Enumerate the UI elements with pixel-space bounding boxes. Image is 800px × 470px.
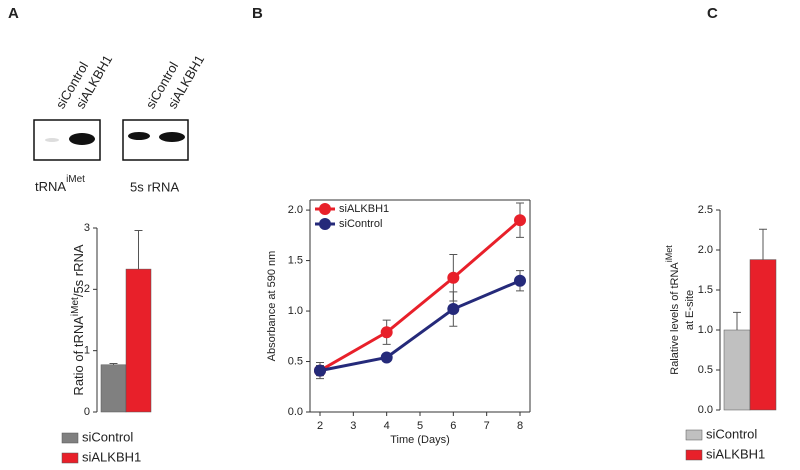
x-axis-label: Time (Days) xyxy=(390,434,449,446)
legend-swatch xyxy=(685,429,703,441)
error-bar xyxy=(134,229,143,270)
y-tick-label: 1.0 xyxy=(288,305,303,317)
y-tick-label: 1.5 xyxy=(288,254,303,266)
error-bar xyxy=(759,228,767,260)
legend-label: siControl xyxy=(706,426,757,441)
y-label-text: Ratio of tRNA xyxy=(71,316,86,396)
y-label-text: Ralative levels of tRNA xyxy=(669,262,681,375)
y-label-sup: iMet xyxy=(70,297,81,316)
legend-label: siControl xyxy=(82,429,133,444)
point xyxy=(380,326,393,339)
y-tick-label: 0.0 xyxy=(698,404,713,416)
error-bar xyxy=(109,363,118,365)
bar xyxy=(723,329,751,411)
band xyxy=(69,133,95,145)
blot-label-sup: iMet xyxy=(66,174,85,185)
x-tick-label: 8 xyxy=(517,420,523,432)
legend-marker xyxy=(319,218,331,230)
panel-label: C xyxy=(707,5,718,22)
y-tick-label: 1.0 xyxy=(698,324,713,336)
point xyxy=(314,364,326,377)
error-bar xyxy=(733,311,741,330)
blot-label-text: tRNA xyxy=(35,179,66,194)
y-tick-label: 0.0 xyxy=(288,406,303,418)
y-axis-label: at E-site xyxy=(684,290,696,330)
blot-label: 5s rRNA xyxy=(130,179,179,194)
y-label-end: /5s rRNA xyxy=(71,244,86,297)
bar xyxy=(125,268,152,413)
legend-label: siALKBH1 xyxy=(706,446,765,461)
legend-marker xyxy=(319,203,331,215)
panel-label: A xyxy=(8,5,19,22)
x-tick-label: 2 xyxy=(317,420,323,432)
panel-label: B xyxy=(252,5,263,22)
legend-swatch xyxy=(685,449,703,461)
y-axis-label: Absorbance at 590 nm xyxy=(266,251,278,362)
bar xyxy=(100,364,127,413)
legend-label: siALKBH1 xyxy=(339,203,389,215)
legend-swatch xyxy=(61,452,79,464)
y-tick-label: 2.5 xyxy=(698,204,713,216)
y-axis-label: Ratio of tRNAiMet/5s rRNA xyxy=(70,244,87,395)
x-tick-label: 3 xyxy=(350,420,356,432)
legend-label: siControl xyxy=(339,218,382,230)
y-tick-label: 3 xyxy=(84,222,90,234)
line xyxy=(319,279,521,373)
x-tick-label: 6 xyxy=(450,420,456,432)
x-tick-label: 4 xyxy=(384,420,390,432)
legend-swatch xyxy=(61,432,79,444)
legend-label: siALKBH1 xyxy=(82,449,141,464)
y-tick-label: 0.5 xyxy=(288,355,303,367)
y-tick-label: 1 xyxy=(84,345,90,357)
y-label-sup: iMet xyxy=(664,245,674,263)
y-tick-label: 1.5 xyxy=(698,284,713,296)
y-tick-label: 2.0 xyxy=(698,244,713,256)
band xyxy=(45,138,59,142)
line xyxy=(319,219,521,372)
x-tick-label: 7 xyxy=(484,420,490,432)
x-tick-label: 5 xyxy=(417,420,423,432)
point xyxy=(447,271,460,284)
y-axis-label: Ralative levels of tRNAiMet xyxy=(664,245,681,375)
point xyxy=(380,351,393,364)
band xyxy=(128,132,150,140)
bar xyxy=(749,259,777,411)
point xyxy=(514,274,526,287)
y-tick-label: 2 xyxy=(84,283,90,295)
blot-label: tRNAiMet xyxy=(35,174,85,195)
point xyxy=(447,303,460,316)
y-tick-label: 0.5 xyxy=(698,364,713,376)
y-tick-label: 0 xyxy=(84,406,90,418)
y-tick-label: 2.0 xyxy=(288,204,303,216)
point xyxy=(514,214,526,227)
band xyxy=(159,132,185,142)
